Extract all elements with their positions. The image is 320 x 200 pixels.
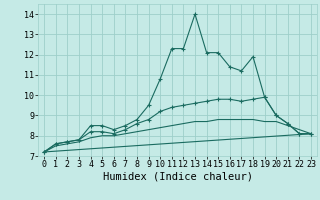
X-axis label: Humidex (Indice chaleur): Humidex (Indice chaleur): [103, 172, 252, 182]
